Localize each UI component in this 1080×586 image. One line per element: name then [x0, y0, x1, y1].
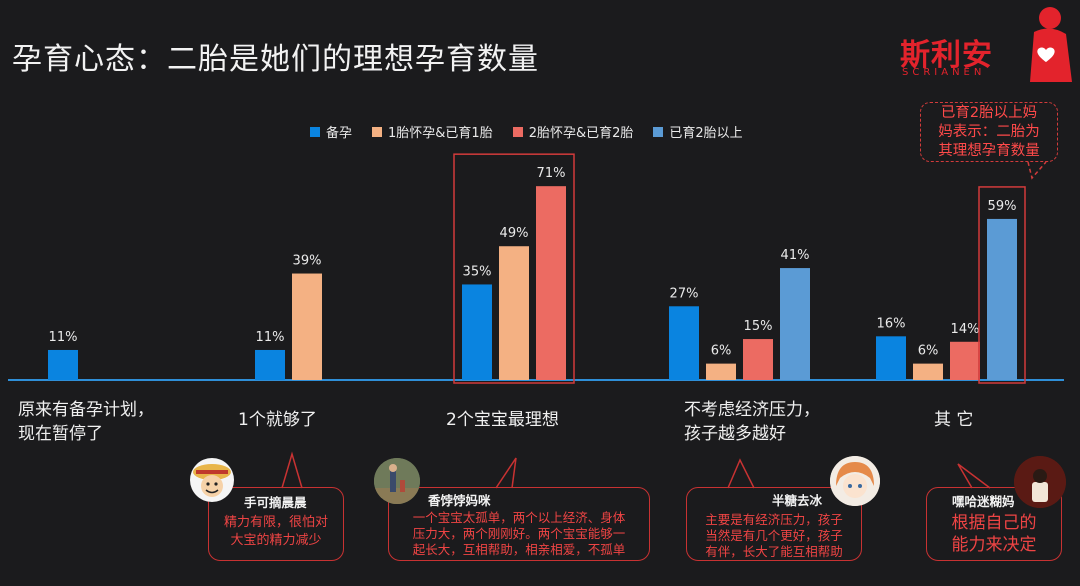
comment-bubble: 精力有限，很怕对 大宝的精力减少 [208, 487, 344, 561]
bar [292, 273, 322, 380]
bar [499, 246, 529, 380]
data-label: 6% [711, 344, 732, 359]
photo-avatar-icon [374, 458, 420, 504]
chart-legend: 备孕 1胎怀孕&已育1胎 2胎怀孕&已育2胎 已育2胎以上 [310, 122, 743, 141]
category-label: 1个就够了 [238, 410, 317, 430]
legend-label: 备孕 [326, 126, 353, 141]
bar [536, 186, 566, 380]
user-name: 手可摘晨晨 [244, 495, 307, 510]
legend-item: 已育2胎以上 [653, 122, 743, 141]
legend-swatch [512, 126, 523, 137]
brand-logo: 斯利安 SCRIANEN [896, 2, 1076, 84]
user-avatar [190, 458, 234, 502]
category-label: 原来有备孕计划， 现在暂停了 [18, 400, 154, 444]
data-label: 49% [500, 226, 529, 241]
highlight-box [978, 186, 1026, 384]
logo-subtext: SCRIANEN [902, 67, 986, 78]
legend-label: 已育2胎以上 [669, 126, 743, 141]
data-label: 11% [256, 330, 285, 345]
data-label: 71% [537, 166, 566, 181]
annotation-callout: 已育2胎以上妈 妈表示：二胎为 其理想孕育数量 [920, 102, 1058, 162]
bar [950, 341, 980, 380]
data-label: 16% [877, 316, 906, 331]
bar [669, 306, 699, 380]
legend-label: 2胎怀孕&已育2胎 [528, 126, 634, 141]
user-avatar [1014, 456, 1066, 508]
bar [706, 363, 736, 380]
user-avatar [374, 458, 420, 504]
category-label: 不考虑经济压力， 孩子越多越好 [684, 400, 820, 444]
bar [462, 284, 492, 380]
bar [913, 363, 943, 380]
data-label: 14% [951, 322, 980, 337]
data-label: 59% [988, 199, 1017, 214]
highlight-box [453, 153, 575, 384]
user-name: 香饽饽妈咪 [428, 493, 491, 508]
data-label: 6% [918, 344, 939, 359]
category-label: 其 它 [934, 410, 974, 430]
data-label: 35% [463, 264, 492, 279]
legend-label: 1胎怀孕&已育1胎 [388, 126, 493, 141]
legend-item: 备孕 [310, 122, 352, 141]
bar [743, 339, 773, 380]
legend-swatch [372, 126, 383, 137]
logo-text: 斯利安 [900, 38, 993, 73]
mother-figure-icon [1030, 7, 1072, 83]
user-avatar [830, 456, 880, 506]
data-label: 41% [781, 248, 810, 263]
legend-item: 1胎怀孕&已育1胎 [372, 122, 493, 141]
legend-swatch [653, 126, 664, 137]
bar [876, 336, 906, 380]
bar [780, 268, 810, 380]
bar [48, 349, 78, 380]
data-label: 27% [670, 286, 699, 301]
photo-avatar-icon [1014, 456, 1066, 508]
anime-avatar-icon [830, 456, 880, 506]
user-name: 半糖去冰 [772, 493, 823, 508]
legend-swatch [310, 126, 320, 137]
bar [987, 218, 1017, 380]
category-label: 2个宝宝最理想 [446, 410, 559, 430]
cartoon-avatar-icon [193, 464, 231, 497]
comment-bubble: 主要是有经济压力，孩子 当然是有几个更好，孩子 有伴，长大了能互相帮助 [686, 487, 862, 561]
legend-item: 2胎怀孕&已育2胎 [512, 122, 634, 141]
bar [255, 349, 285, 380]
user-name: 嘿哈迷糊妈 [952, 494, 1015, 509]
data-label: 39% [293, 254, 322, 269]
comment-bubble: 根据自己的 能力来决定 [926, 487, 1062, 561]
page-title: 孕育心态：二胎是她们的理想孕育数量 [12, 42, 539, 77]
data-label: 11% [49, 330, 78, 345]
comment-bubble: 一个宝宝太孤单，两个以上经济、身体 压力大，两个刚刚好。两个宝宝能够一 起长大，… [388, 487, 650, 561]
data-label: 15% [744, 319, 773, 334]
